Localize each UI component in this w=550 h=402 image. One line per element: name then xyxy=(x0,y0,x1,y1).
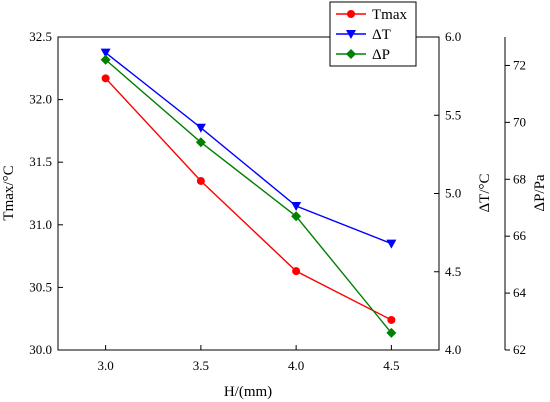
x-tick-label: 4.5 xyxy=(383,358,399,373)
data-point-tmax xyxy=(101,74,110,83)
right2-tick-label: 66 xyxy=(513,228,527,243)
x-tick-label: 3.0 xyxy=(98,358,114,373)
x-tick-label: 4.0 xyxy=(288,358,304,373)
x-axis-title: H/(mm) xyxy=(224,384,272,400)
right1-tick-label: 6.0 xyxy=(445,29,461,44)
legend-label-tmax: Tmax xyxy=(372,7,407,23)
data-point-delta-t xyxy=(100,48,111,58)
x-tick-label: 3.5 xyxy=(193,358,209,373)
data-point-delta-t xyxy=(195,123,206,133)
right2-tick-label: 64 xyxy=(513,285,527,300)
right-y-axis-title-delta-p: ΔP/Pa xyxy=(532,174,548,211)
data-point-tmax xyxy=(196,176,205,185)
series-line-delta-t xyxy=(105,52,392,245)
data-point-delta-p xyxy=(291,211,302,222)
left-tick-label: 30.0 xyxy=(29,342,52,357)
left-y-axis-title: Tmax/°C xyxy=(1,165,17,220)
legend-marker-delta-t xyxy=(346,30,356,39)
series-line-delta-p xyxy=(105,59,392,334)
left-tick-label: 32.0 xyxy=(29,92,52,107)
right-y-axis-title-delta-t: ΔT/°C xyxy=(477,174,493,213)
left-tick-label: 31.5 xyxy=(29,154,52,169)
legend-marker-tmax xyxy=(347,10,355,18)
data-point-delta-p xyxy=(386,327,397,338)
data-point-tmax xyxy=(387,315,396,324)
right2-tick-label: 68 xyxy=(513,171,526,186)
legend-label-delta-t: ΔT xyxy=(372,27,391,43)
axes-layer: 3.0 3.5 4.0 4.5 30.0 30.5 31.0 31.5 32.0 32.5 4.0 4… xyxy=(29,29,526,373)
left-tick-label: 31.0 xyxy=(29,217,52,232)
series-line-tmax xyxy=(105,77,392,321)
right2-tick-label: 72 xyxy=(513,57,526,72)
data-point-delta-p xyxy=(195,137,206,148)
data-point-delta-t xyxy=(386,239,397,249)
right2-tick-label: 62 xyxy=(513,342,526,357)
right1-tick-label: 5.0 xyxy=(445,186,461,201)
legend-label-delta-p: ΔP xyxy=(372,47,390,63)
left-tick-label: 30.5 xyxy=(29,279,52,294)
right1-tick-label: 4.0 xyxy=(445,342,461,357)
right1-tick-label: 4.5 xyxy=(445,264,461,279)
legend: Tmax ΔT ΔP xyxy=(329,1,417,67)
series-layer xyxy=(100,48,397,338)
right2-tick-label: 70 xyxy=(513,114,526,129)
right1-tick-label: 5.5 xyxy=(445,107,461,122)
data-point-tmax xyxy=(292,267,301,276)
left-tick-label: 32.5 xyxy=(29,29,52,44)
data-point-delta-p xyxy=(100,54,111,65)
legend-marker-delta-p xyxy=(346,49,356,59)
data-point-delta-t xyxy=(291,202,302,212)
